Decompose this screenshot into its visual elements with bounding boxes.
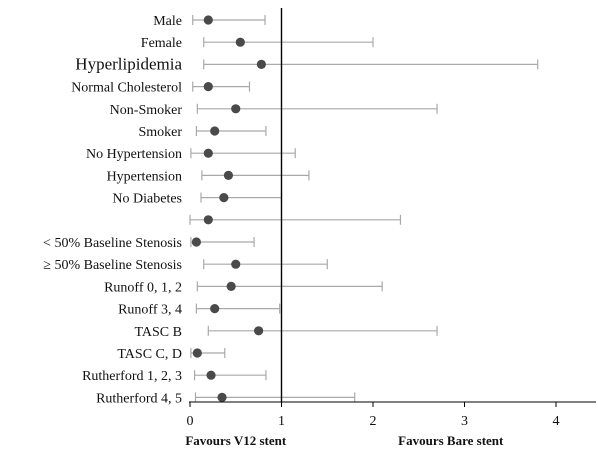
row-label: TASC C, D bbox=[117, 347, 182, 362]
row-label: No Hypertension bbox=[86, 147, 182, 162]
row-label: Runoff 0, 1, 2 bbox=[104, 280, 182, 295]
point-estimate bbox=[231, 104, 241, 114]
point-estimate bbox=[203, 215, 213, 225]
tick-label: 1 bbox=[278, 414, 285, 429]
favours-left-caption: Favours V12 stent bbox=[185, 433, 287, 448]
row-labels: Male Female Hyperlipidemia Normal Cholester… bbox=[43, 14, 182, 406]
row-label: Female bbox=[141, 36, 182, 51]
tick-label: 0 bbox=[187, 414, 194, 429]
row-label: Runoff 3, 4 bbox=[118, 303, 182, 318]
point-estimate bbox=[203, 15, 213, 25]
point-estimates bbox=[191, 15, 266, 402]
point-estimate bbox=[254, 326, 264, 336]
point-estimate bbox=[210, 126, 220, 136]
favours-right-caption: Favours Bare stent bbox=[398, 433, 504, 448]
row-label: No Diabetes bbox=[112, 192, 182, 207]
row-label: ≥ 50% Baseline Stenosis bbox=[43, 258, 182, 273]
point-estimate bbox=[191, 237, 202, 247]
tick-label: 2 bbox=[370, 414, 377, 429]
confidence-intervals bbox=[189, 15, 539, 403]
row-label: Normal Cholesterol bbox=[71, 81, 182, 96]
point-estimate bbox=[226, 281, 236, 291]
point-estimate bbox=[217, 392, 227, 402]
row-label: Hypertension bbox=[107, 169, 182, 184]
tick-label: 4 bbox=[553, 414, 560, 429]
point-estimate bbox=[235, 37, 245, 47]
point-estimate bbox=[219, 193, 229, 203]
point-estimate bbox=[231, 259, 241, 269]
point-estimate bbox=[206, 370, 216, 380]
point-estimate bbox=[203, 148, 213, 158]
tick-label: 3 bbox=[461, 414, 468, 429]
point-estimate bbox=[223, 170, 234, 180]
x-axis-ticks: 0 1 2 3 4 bbox=[187, 402, 560, 429]
point-estimate bbox=[192, 348, 202, 358]
point-estimate bbox=[256, 59, 266, 69]
row-label: Rutherford 1, 2, 3 bbox=[82, 369, 182, 384]
row-label: Non-Smoker bbox=[110, 103, 183, 118]
row-label: TASC B bbox=[134, 325, 182, 340]
row-label: < 50% Baseline Stenosis bbox=[43, 236, 182, 251]
row-label: Rutherford 4, 5 bbox=[96, 391, 182, 406]
point-estimate bbox=[210, 304, 220, 314]
row-label: Smoker bbox=[138, 125, 182, 140]
row-label: Male bbox=[153, 14, 182, 29]
point-estimate bbox=[203, 82, 213, 92]
row-label: Hyperlipidemia bbox=[75, 54, 182, 73]
